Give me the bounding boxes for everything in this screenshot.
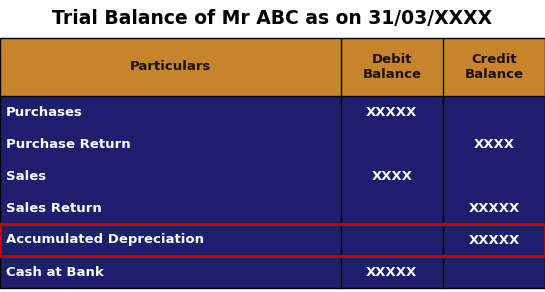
Text: Credit
Balance: Credit Balance [464, 53, 524, 81]
Bar [0, 38, 545, 96]
Text: XXXX: XXXX [371, 169, 413, 182]
Text: Sales: Sales [6, 169, 46, 182]
Text: Accumulated Depreciation: Accumulated Depreciation [6, 234, 204, 246]
Text: XXXXX: XXXXX [366, 265, 417, 279]
Bar [0, 96, 545, 128]
Text: XXXXX: XXXXX [366, 105, 417, 119]
Text: Purchases: Purchases [6, 105, 83, 119]
Bar [0, 128, 545, 160]
Text: Sales Return: Sales Return [6, 201, 102, 215]
Bar [0, 38, 545, 288]
Bar [0, 256, 545, 288]
Text: XXXXX: XXXXX [468, 201, 520, 215]
Text: Trial Balance of Mr ABC as on 31/03/XXXX: Trial Balance of Mr ABC as on 31/03/XXXX [52, 10, 493, 29]
Text: Purchase Return: Purchase Return [6, 138, 131, 150]
Text: Debit
Balance: Debit Balance [362, 53, 421, 81]
Bar [0, 192, 545, 224]
Bar [0, 224, 545, 256]
Text: Particulars: Particulars [130, 60, 211, 74]
Bar [0, 224, 545, 256]
Text: XXXX: XXXX [474, 138, 514, 150]
Text: Cash at Bank: Cash at Bank [6, 265, 104, 279]
Bar [0, 160, 545, 192]
Text: XXXXX: XXXXX [468, 234, 520, 246]
